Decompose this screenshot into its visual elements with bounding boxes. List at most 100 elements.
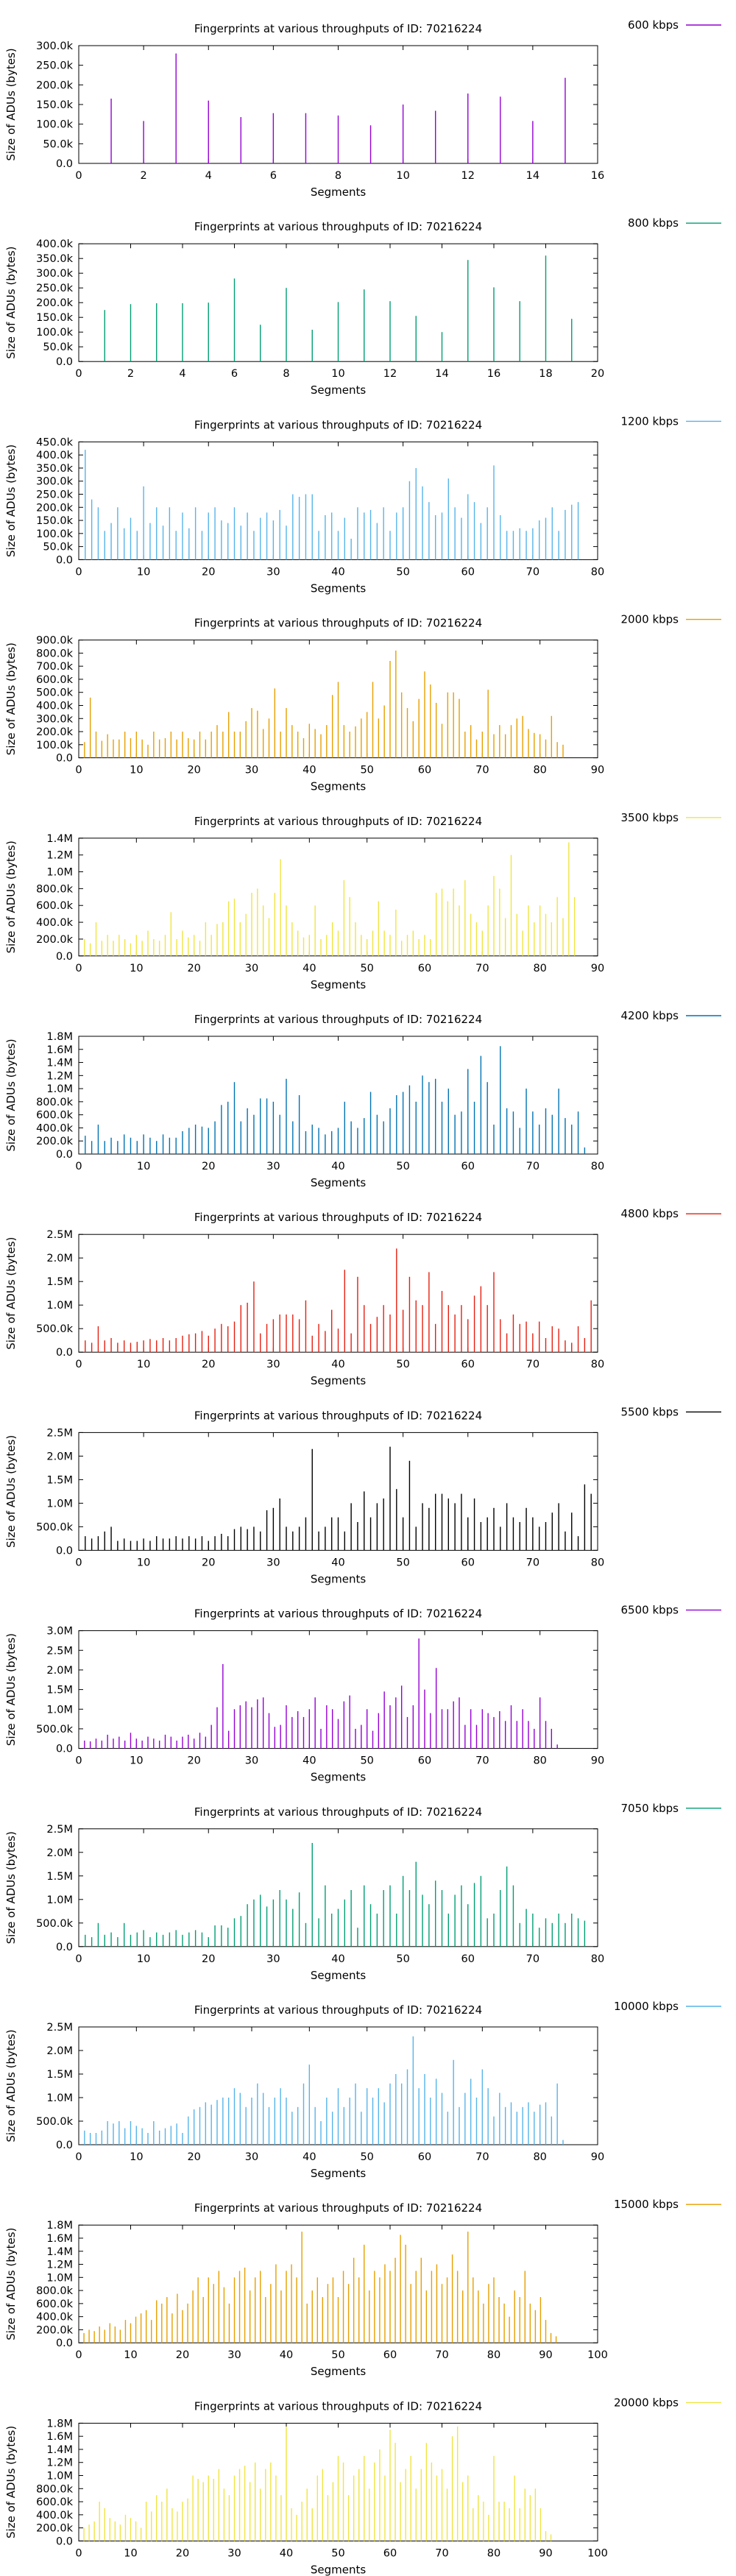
y-axis-label: Size of ADUs (bytes) (4, 1237, 18, 1350)
y-tick-label: 3.0M (46, 1626, 73, 1638)
x-tick-label: 20 (187, 765, 200, 776)
y-tick-label: 800.0k (36, 883, 74, 895)
x-tick-label: 10 (137, 1359, 150, 1370)
x-tick-label: 18 (539, 368, 552, 380)
x-tick-label: 10 (130, 963, 143, 974)
x-tick-label: 14 (435, 368, 448, 380)
x-tick-label: 30 (245, 963, 258, 974)
y-tick-label: 2.5M (46, 1229, 73, 1241)
legend-label: 1200 kbps (621, 414, 679, 428)
x-tick-label: 70 (435, 2547, 448, 2559)
y-tick-label: 250.0k (36, 489, 74, 501)
x-tick-label: 10 (331, 368, 344, 380)
y-tick-label: 350.0k (36, 463, 74, 475)
x-tick-label: 50 (360, 963, 373, 974)
y-tick-label: 600.0k (36, 900, 74, 912)
x-tick-label: 60 (461, 1161, 475, 1172)
y-tick-label: 1.0M (46, 867, 73, 879)
x-tick-label: 80 (487, 2349, 500, 2361)
x-tick-label: 60 (418, 1755, 431, 1767)
y-tick-label: 500.0k (36, 1918, 74, 1930)
y-tick-label: 2.5M (46, 1824, 73, 1836)
x-tick-label: 20 (202, 566, 215, 578)
y-tick-label: 1.8M (46, 1031, 73, 1043)
legend-label: 10000 kbps (614, 2000, 679, 2013)
x-tick-label: 50 (396, 1953, 409, 1965)
chart-title: Fingerprints at various throughputs of I… (194, 2201, 482, 2215)
x-tick-label: 30 (266, 1359, 280, 1370)
y-tick-label: 2.0M (46, 2045, 73, 2057)
legend-label: 20000 kbps (614, 2396, 679, 2409)
y-tick-label: 1.6M (46, 2431, 73, 2443)
y-axis-label: Size of ADUs (bytes) (4, 643, 18, 755)
y-tick-label: 1.0M (46, 1894, 73, 1906)
y-tick-label: 400.0k (36, 238, 74, 250)
y-tick-label: 0.0 (56, 753, 73, 765)
x-tick-label: 0 (75, 1755, 82, 1767)
x-tick-label: 50 (396, 1161, 409, 1172)
x-tick-label: 80 (533, 2151, 546, 2163)
y-tick-label: 200.0k (36, 2523, 74, 2535)
legend-label: 15000 kbps (614, 2198, 679, 2211)
x-tick-label: 30 (245, 2151, 258, 2163)
x-tick-label: 70 (475, 2151, 489, 2163)
x-tick-label: 0 (75, 2349, 82, 2361)
y-tick-label: 0.0 (56, 1545, 73, 1557)
x-tick-label: 60 (383, 2547, 397, 2559)
y-axis-label: Size of ADUs (bytes) (4, 48, 18, 160)
y-tick-label: 0.0 (56, 1942, 73, 1953)
x-tick-label: 90 (591, 963, 604, 974)
x-tick-label: 90 (591, 765, 604, 776)
y-tick-label: 800.0k (36, 648, 74, 659)
y-tick-label: 1.2M (46, 2260, 73, 2271)
x-tick-label: 10 (137, 1161, 150, 1172)
x-tick-label: 80 (591, 1359, 604, 1370)
x-tick-label: 0 (75, 765, 82, 776)
x-tick-label: 80 (487, 2547, 500, 2559)
x-axis-label: Segments (311, 1969, 367, 1982)
y-tick-label: 1.5M (46, 2069, 73, 2081)
y-tick-label: 1.5M (46, 1474, 73, 1486)
x-tick-label: 16 (591, 170, 604, 182)
legend-label: 3500 kbps (621, 811, 679, 824)
x-tick-label: 40 (331, 1953, 344, 1965)
y-tick-label: 1.4M (46, 833, 73, 845)
legend-label: 7050 kbps (621, 1802, 679, 1815)
legend-label: 4200 kbps (621, 1009, 679, 1022)
x-tick-label: 70 (526, 1953, 539, 1965)
x-axis-label: Segments (311, 2167, 367, 2180)
y-tick-label: 1.8M (46, 2220, 73, 2232)
y-tick-label: 300.0k (36, 476, 74, 488)
chart-title: Fingerprints at various throughputs of I… (194, 1013, 482, 1026)
y-tick-label: 1.4M (46, 2246, 73, 2258)
chart-title: Fingerprints at various throughputs of I… (194, 815, 482, 828)
x-tick-label: 30 (245, 1755, 258, 1767)
y-tick-label: 50.0k (43, 542, 73, 553)
x-tick-label: 6 (270, 170, 277, 182)
y-tick-label: 400.0k (36, 700, 74, 712)
x-tick-label: 0 (75, 170, 82, 182)
chart-title: Fingerprints at various throughputs of I… (194, 1211, 482, 1224)
y-tick-label: 1.5M (46, 1871, 73, 1883)
y-tick-label: 200.0k (36, 726, 74, 738)
x-tick-label: 70 (526, 1557, 539, 1568)
x-tick-label: 40 (331, 1359, 344, 1370)
y-tick-label: 0.0 (56, 2338, 73, 2349)
x-tick-label: 60 (461, 566, 475, 578)
chart-title: Fingerprints at various throughputs of I… (194, 22, 482, 35)
y-tick-label: 2.0M (46, 1451, 73, 1462)
y-tick-label: 400.0k (36, 450, 74, 461)
x-tick-label: 40 (302, 765, 316, 776)
x-tick-label: 20 (202, 1557, 215, 1568)
x-tick-label: 0 (75, 2151, 82, 2163)
y-tick-label: 500.0k (36, 1521, 74, 1533)
y-tick-label: 2.0M (46, 1665, 73, 1677)
y-tick-label: 1.0M (46, 1498, 73, 1510)
x-tick-label: 100 (587, 2349, 608, 2361)
x-tick-label: 10 (137, 566, 150, 578)
y-tick-label: 250.0k (36, 283, 74, 294)
y-tick-label: 600.0k (36, 2497, 74, 2508)
legend-label: 2000 kbps (621, 613, 679, 626)
x-tick-label: 10 (396, 170, 409, 182)
x-tick-label: 10 (130, 1755, 143, 1767)
